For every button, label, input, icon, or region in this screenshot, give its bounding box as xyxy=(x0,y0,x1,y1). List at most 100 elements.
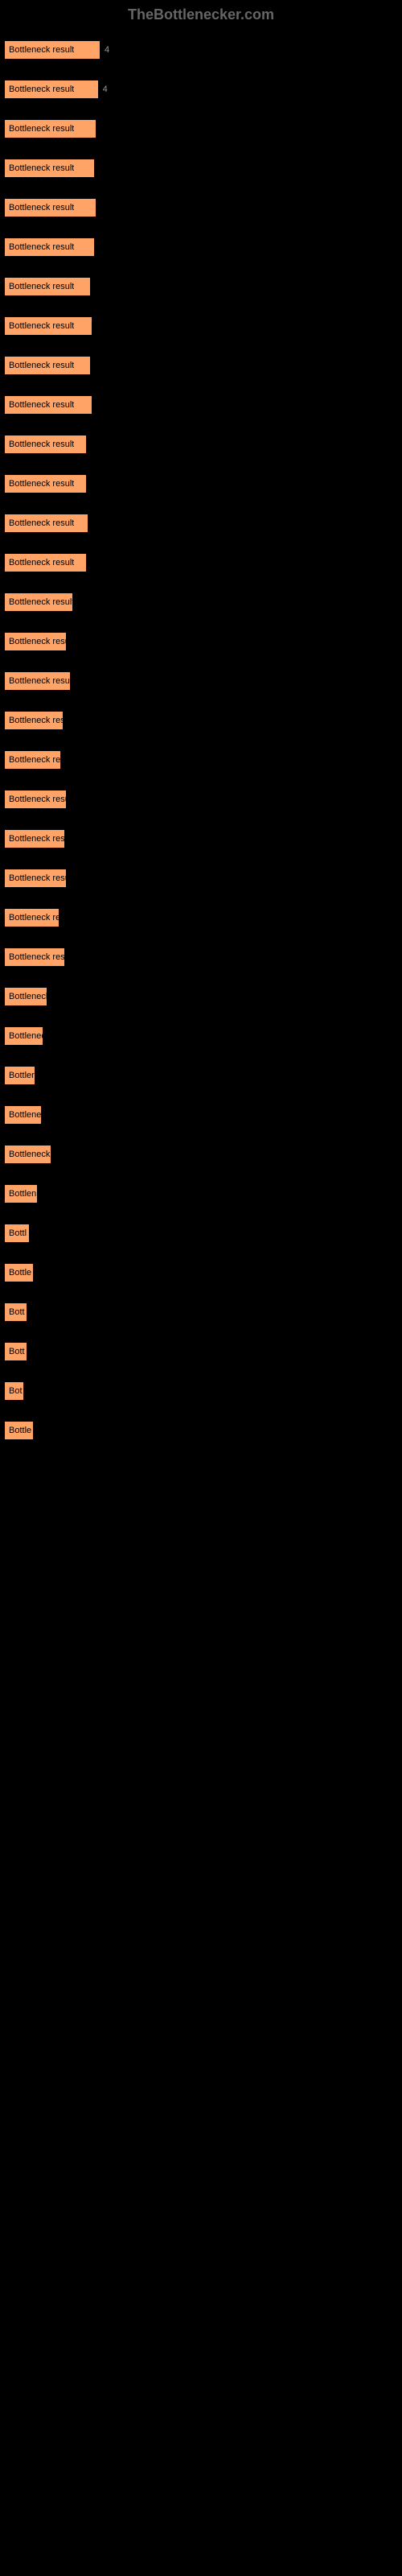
bar-row: Bottleneck result xyxy=(4,435,398,454)
bar-wrapper: Bott xyxy=(4,1302,398,1322)
bar-row: Bottleneck result xyxy=(4,119,398,138)
bar-text: Bottleneck result xyxy=(9,440,74,449)
bar: Bottleneck result xyxy=(4,316,92,336)
bar: Bottleneck result xyxy=(4,592,73,612)
bar: Bottleneck result xyxy=(4,632,67,651)
bar-wrapper: Bottleneck xyxy=(4,987,398,1006)
bar-row: Bottleneck r xyxy=(4,1145,398,1164)
bar: Bottleneck result xyxy=(4,237,95,257)
bar: Bott xyxy=(4,1342,27,1361)
bar: Bottlenec xyxy=(4,1026,43,1046)
bar: Bottleneck result xyxy=(4,947,65,967)
bar: Bottleneck result xyxy=(4,869,67,888)
bar-value: 4 xyxy=(103,85,108,94)
bar-text: Bottleneck result xyxy=(9,952,64,962)
bar-text: Bottleneck result xyxy=(9,873,66,883)
bar-text: Bottleneck result xyxy=(9,795,66,804)
bar-wrapper: Bottleneck res xyxy=(4,908,398,927)
bar-text: Bottleneck result xyxy=(9,716,63,725)
bar-wrapper: Bottleneck result xyxy=(4,514,398,533)
bar: Bottlen xyxy=(4,1184,38,1203)
bar-row: Bottl xyxy=(4,1224,398,1243)
bar: Bottleneck res xyxy=(4,908,59,927)
bar: Bottle xyxy=(4,1421,34,1440)
bar: Bottleneck result xyxy=(4,553,87,572)
bar-wrapper: Bottleneck result xyxy=(4,869,398,888)
bar-wrapper: Bottleneck result xyxy=(4,553,398,572)
bar-text: Bottleneck result xyxy=(9,518,74,528)
bar: Bottler xyxy=(4,1066,35,1085)
bar-wrapper: Bottleneck result xyxy=(4,435,398,454)
bar-text: Bottleneck result xyxy=(9,558,74,568)
bar-wrapper: Bottle xyxy=(4,1263,398,1282)
bar-row: Bottlenec xyxy=(4,1026,398,1046)
bar-text: Bottleneck result xyxy=(9,479,74,489)
bar-row: Bottlen xyxy=(4,1184,398,1203)
bar: Bottleneck result xyxy=(4,198,96,217)
bar-row: Bottleneck result xyxy=(4,947,398,967)
bar: Bottleneck result xyxy=(4,514,88,533)
bar-wrapper: Bottleneck result xyxy=(4,316,398,336)
bar-wrapper: Bottleneck result xyxy=(4,119,398,138)
bar-row: Bot xyxy=(4,1381,398,1401)
bar-row: Bottler xyxy=(4,1066,398,1085)
bar-wrapper: Bottleneck result xyxy=(4,159,398,178)
bar-text: Bottleneck result xyxy=(9,834,64,844)
bar-row: Bottleneck result xyxy=(4,671,398,691)
bar-text: Bottleneck result xyxy=(9,597,72,607)
bottleneck-chart: Bottleneck result4Bottleneck result4Bott… xyxy=(0,30,402,1468)
bar-text: Bottleneck r xyxy=(9,1150,51,1159)
bar-row: Bott xyxy=(4,1302,398,1322)
bar-row: Bottleneck result4 xyxy=(4,40,398,60)
bar-text: Bottlen xyxy=(9,1189,36,1199)
bar-row: Bottleneck result xyxy=(4,395,398,415)
bar-wrapper: Bottleneck result xyxy=(4,474,398,493)
bar: Bottleneck result xyxy=(4,80,99,99)
bar-text: Bottlenec xyxy=(9,1031,43,1041)
bar-row: Bottleneck result xyxy=(4,474,398,493)
bar-row: Bottleneck result xyxy=(4,711,398,730)
bar-wrapper: Bottlenec xyxy=(4,1026,398,1046)
header: TheBottlenecker.com xyxy=(0,0,402,30)
bar: Bottleneck result xyxy=(4,119,96,138)
bar-wrapper: Bottleneck result xyxy=(4,237,398,257)
bar-row: Bottle xyxy=(4,1263,398,1282)
bar: Bottleneck result xyxy=(4,829,65,848)
bar-text: Bottle xyxy=(9,1426,31,1435)
bar-row: Bottleneck result xyxy=(4,198,398,217)
bar-text: Bottle xyxy=(9,1268,31,1278)
bar: Bottleneck result xyxy=(4,790,67,809)
bar-text: Bott xyxy=(9,1347,25,1356)
site-title: TheBottlenecker.com xyxy=(128,6,274,23)
bar: Bottl xyxy=(4,1224,30,1243)
bar-text: Bottleneck result xyxy=(9,282,74,291)
bar-text: Bottler xyxy=(9,1071,35,1080)
bar-row: Bottleneck result 4 xyxy=(4,80,398,99)
bar-text: Bottleneck result xyxy=(9,242,74,252)
bar-wrapper: Bottleneck result xyxy=(4,277,398,296)
bar-text: Bottleneck resu xyxy=(9,755,60,765)
bar-row: Bottleneck result xyxy=(4,829,398,848)
bar-text: Bott xyxy=(9,1307,25,1317)
bar-text: Bottleneck res xyxy=(9,913,59,923)
bar-text: Bottleneck xyxy=(9,992,47,1001)
bar: Bottleneck result xyxy=(4,40,100,60)
bar-wrapper: Bot xyxy=(4,1381,398,1401)
bar-row: Bottleneck result xyxy=(4,514,398,533)
bar-wrapper: Bottleneck result xyxy=(4,711,398,730)
bar-wrapper: Bottl xyxy=(4,1224,398,1243)
bar-row: Bottleneck res xyxy=(4,908,398,927)
bar: Bottleneck result xyxy=(4,671,71,691)
bar: Bottleneck xyxy=(4,987,47,1006)
bar: Bottleneck result xyxy=(4,474,87,493)
bar-wrapper: Bottleneck result xyxy=(4,198,398,217)
bar-wrapper: Bottleneck resu xyxy=(4,750,398,770)
bar-text: Bottleneck result xyxy=(9,85,74,94)
bar-row: Bottlene xyxy=(4,1105,398,1125)
bar-wrapper: Bottleneck result xyxy=(4,592,398,612)
bar-wrapper: Bottlen xyxy=(4,1184,398,1203)
bar-text: Bottleneck result xyxy=(9,124,74,134)
bar-text: Bottleneck result xyxy=(9,676,70,686)
bar: Bottleneck result xyxy=(4,356,91,375)
bar-row: Bottleneck result xyxy=(4,869,398,888)
